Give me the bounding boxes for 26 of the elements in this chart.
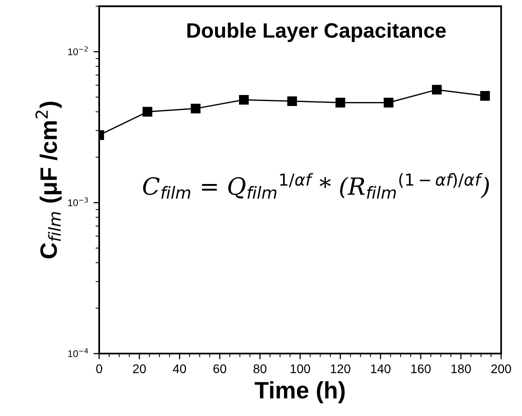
text: Double Layer Capacitance — [187, 22, 446, 42]
point — [384, 98, 394, 108]
x-tick-label: 200 — [491, 364, 512, 374]
x-tick-label: 120 — [330, 364, 350, 374]
x-tick-label: 140 — [371, 364, 390, 374]
x-tick-label: 40 — [172, 364, 186, 374]
x-tick-label: 160 — [411, 364, 431, 374]
y-tick-label: 10$^{−3}$ — [68, 197, 88, 206]
x-tick-label: 80 — [254, 364, 266, 374]
y-axis-title: C$_{film}$ (μF /cm$^{2}$) — [35, 102, 62, 258]
point — [335, 98, 346, 108]
y-tick-label: 10$^{−4}$ — [68, 348, 88, 358]
point — [287, 96, 297, 106]
x-tick-label: 100 — [290, 364, 310, 374]
x-tick-label: 20 — [133, 364, 146, 374]
x-tick-label: 180 — [451, 364, 471, 374]
point — [190, 104, 201, 114]
x-axis-title: Time (h) — [254, 381, 345, 404]
point — [432, 84, 442, 95]
x-tick-label: 60 — [213, 364, 226, 374]
text: C$_{film}$ = Q$_{film}$$^{1/αf}$ * (R$_{film}$$^{(1−αf)/αf}$) — [143, 173, 489, 199]
point — [239, 94, 249, 105]
y-tick-label: 10$^{−2}$ — [68, 46, 88, 56]
point — [142, 106, 152, 117]
x-tick-label: 0 — [96, 364, 102, 374]
point — [480, 90, 490, 101]
